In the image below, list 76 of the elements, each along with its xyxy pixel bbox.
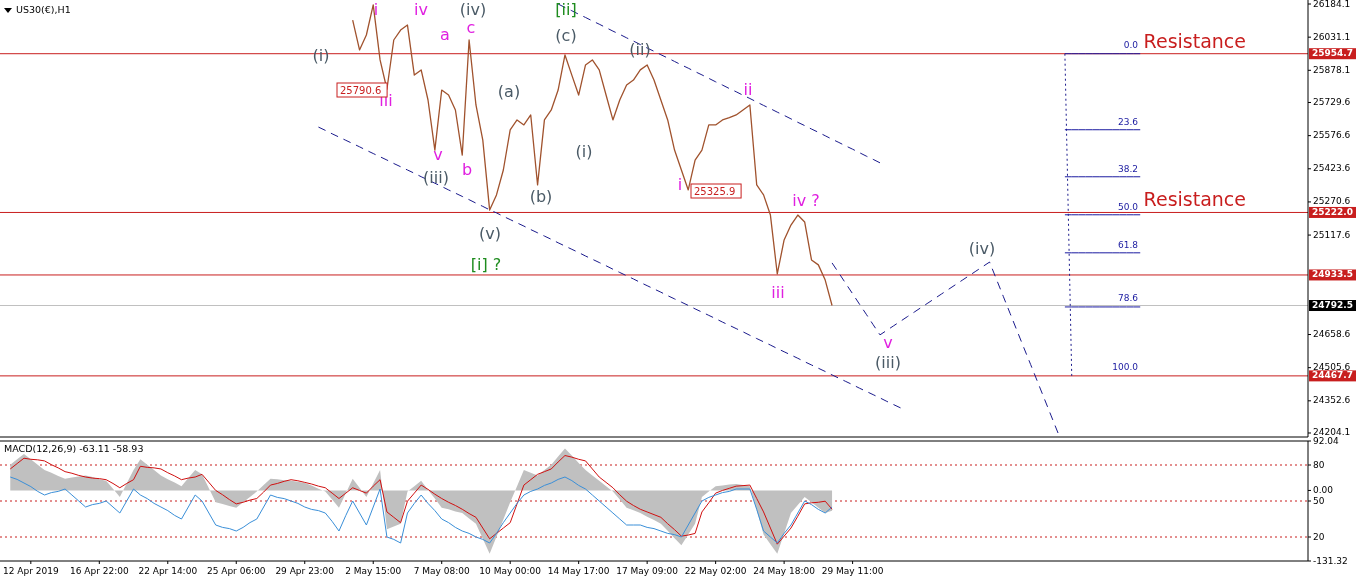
x-tick-label: 17 May 09:00 xyxy=(616,566,679,576)
y-tick-label: 25954.7 xyxy=(1312,48,1353,59)
line-series xyxy=(557,3,881,164)
x-tick-label: 14 May 17:00 xyxy=(547,566,610,576)
y-tick-label: 24933.5 xyxy=(1312,269,1353,280)
annotation: (b) xyxy=(529,186,553,206)
x-tick-label: 16 Apr 22:00 xyxy=(69,566,129,576)
x-tick-label: 29 May 11:00 xyxy=(821,566,884,576)
annotation: 23.6 xyxy=(1117,117,1139,127)
annotation: 25325.9 xyxy=(694,186,736,197)
chart-title: MACD(12,26,9) -63.11 -58.93 xyxy=(4,443,144,454)
annotation: 0.0 xyxy=(1123,40,1139,50)
annotation: 100.0 xyxy=(1112,362,1139,372)
annotation: (iv) xyxy=(459,0,487,19)
y2-tick-label: 20 xyxy=(1313,531,1325,542)
annotation: 25790.6 xyxy=(340,85,382,96)
y2-tick-label: 50 xyxy=(1313,495,1325,506)
y-tick-label: 24467.7 xyxy=(1312,370,1353,381)
y-tick-label: 25423.6 xyxy=(1313,163,1351,174)
annotation: i xyxy=(373,0,379,19)
line-series xyxy=(9,455,833,545)
annotation: iii xyxy=(771,282,785,302)
annotation: b xyxy=(461,159,473,179)
x-tick-label: 24 May 18:00 xyxy=(753,566,816,576)
annotation: [i] ? xyxy=(470,254,502,274)
annotation: (i) xyxy=(575,141,593,161)
y-tick-label: 25222.0 xyxy=(1312,206,1353,217)
line-series xyxy=(831,261,1059,434)
x-tick-label: 22 May 02:00 xyxy=(684,566,747,576)
x-tick-label: 25 Apr 06:00 xyxy=(206,566,266,576)
annotation: c xyxy=(466,17,476,37)
y-tick-label: 24658.6 xyxy=(1313,329,1351,340)
annotation: 50.0 xyxy=(1117,202,1139,212)
annotation: (a) xyxy=(497,81,521,101)
y-tick-label: 26184.1 xyxy=(1313,0,1351,9)
y-tick-label: -131.32 xyxy=(1313,555,1348,566)
line-series xyxy=(9,476,833,544)
annotation: v xyxy=(433,144,443,164)
annotation: (iii) xyxy=(875,352,901,372)
annotation: (iv) xyxy=(968,238,996,258)
y-tick-label: 24505.6 xyxy=(1313,362,1351,373)
y-tick-label: 25729.6 xyxy=(1313,96,1351,107)
ref-line-label: Resistance xyxy=(1143,29,1246,52)
annotation: [ii] xyxy=(555,0,577,19)
annotation: 78.6 xyxy=(1117,293,1139,303)
annotation: (iii) xyxy=(423,167,449,187)
y-tick-label: 92.04 xyxy=(1313,435,1340,446)
y-tick-label: 24204.1 xyxy=(1313,427,1351,438)
y2-tick-label: 80 xyxy=(1313,459,1325,470)
annotation: v xyxy=(883,332,893,352)
ref-line-label: Resistance xyxy=(1143,188,1246,211)
x-tick-label: 2 May 15:00 xyxy=(345,566,402,576)
y-tick-label: 26031.1 xyxy=(1313,31,1351,42)
annotation: 38.2 xyxy=(1117,164,1138,174)
x-tick-label: 7 May 08:00 xyxy=(413,566,470,576)
annotation: i xyxy=(677,174,683,194)
x-tick-label: 10 May 00:00 xyxy=(479,566,542,576)
line-series xyxy=(317,126,902,409)
x-tick-label: 29 Apr 23:00 xyxy=(275,566,335,576)
y-tick-label: 24352.6 xyxy=(1313,395,1351,406)
annotation: (v) xyxy=(479,223,501,243)
annotation: iv ? xyxy=(792,190,820,210)
y-tick-label: 25270.6 xyxy=(1313,196,1351,207)
annotation: (c) xyxy=(555,25,577,45)
annotation: iv xyxy=(414,0,428,19)
x-tick-label: 22 Apr 14:00 xyxy=(138,566,198,576)
y-tick-label: 25576.6 xyxy=(1313,130,1351,141)
annotation: 61.8 xyxy=(1117,240,1139,250)
x-tick-label: 12 Apr 2019 xyxy=(2,566,59,576)
annotation: a xyxy=(440,24,450,44)
y-tick-label: 25117.6 xyxy=(1313,229,1351,240)
chart-title: US30(€),H1 xyxy=(16,4,71,15)
y-tick-label: 25878.1 xyxy=(1313,64,1351,75)
y-tick-label: 0.00 xyxy=(1313,484,1334,495)
annotation: ii xyxy=(743,79,753,99)
y-tick-label: 24792.5 xyxy=(1312,300,1353,311)
